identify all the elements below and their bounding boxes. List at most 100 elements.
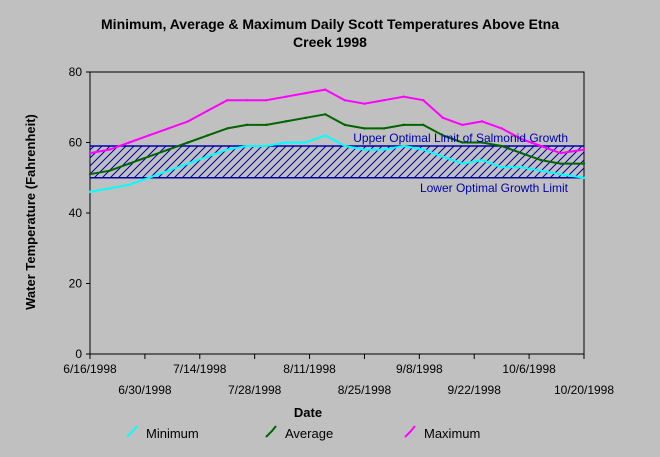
y-tick-label: 20 (69, 277, 83, 291)
data-point-maximum (186, 120, 190, 123)
reference-band (90, 145, 584, 179)
data-point-minimum (559, 173, 562, 176)
data-point-minimum (441, 155, 445, 158)
x-tick-label: 9/22/1998 (448, 383, 502, 397)
data-point-average (206, 134, 209, 137)
data-point-average (108, 169, 111, 172)
data-point-maximum (539, 144, 543, 148)
data-point-average (500, 144, 503, 148)
data-point-average (461, 141, 464, 144)
data-point-minimum (343, 144, 347, 148)
x-tick-label: 10/6/1998 (502, 362, 556, 376)
x-tick-label: 8/25/1998 (338, 383, 392, 397)
x-tick-label: 6/30/1998 (118, 383, 172, 397)
series-maximum (88, 88, 586, 155)
data-point-maximum (559, 151, 562, 155)
data-point-average (539, 158, 543, 162)
data-point-minimum (539, 169, 543, 172)
data-point-maximum (226, 99, 229, 102)
data-point-maximum (402, 95, 405, 98)
data-point-average (147, 155, 151, 158)
legend-swatch-average (265, 425, 277, 438)
data-point-minimum (402, 144, 405, 148)
lower-limit-label: Lower Optimal Growth Limit (420, 181, 569, 195)
data-point-minimum (265, 144, 268, 148)
data-point-maximum (582, 148, 586, 151)
legend-label-minimum: Minimum (146, 426, 199, 441)
data-point-minimum (461, 162, 464, 165)
data-point-average (363, 127, 366, 130)
data-point-minimum (88, 190, 92, 194)
x-tick-label: 9/8/1998 (396, 362, 443, 376)
data-point-average (343, 123, 347, 127)
data-point-minimum (363, 148, 366, 151)
x-tick-label: 7/28/1998 (228, 383, 282, 397)
data-point-maximum (265, 99, 268, 102)
data-point-minimum (284, 141, 288, 144)
y-axis: 0 20 40 60 80 (69, 65, 90, 361)
data-point-average (186, 141, 190, 144)
data-point-maximum (284, 95, 288, 98)
legend-item-maximum: Maximum (404, 425, 480, 441)
optimal-range-hatch (90, 146, 584, 178)
data-point-maximum (304, 91, 307, 95)
data-point-average (167, 148, 170, 151)
data-point-maximum (128, 141, 131, 144)
data-point-average (422, 123, 425, 127)
data-point-minimum (128, 183, 131, 186)
data-point-average (441, 134, 445, 137)
legend-item-average: Average (265, 425, 333, 441)
data-point-average (265, 123, 268, 127)
data-point-average (226, 127, 229, 130)
x-tick-label: 10/20/1998 (554, 383, 614, 397)
series-average (88, 113, 586, 176)
upper-limit-label: Upper Optimal Limit of Salmonid Growth (353, 131, 568, 145)
data-point-average (284, 120, 288, 123)
data-point-minimum (422, 148, 425, 151)
y-tick-label: 80 (69, 65, 83, 79)
data-point-maximum (245, 99, 249, 102)
chart-title-line-1: Minimum, Average & Maximum Daily Scott T… (101, 16, 559, 32)
series-line-maximum (89, 88, 585, 155)
data-point-average (402, 123, 405, 127)
data-point-maximum (88, 151, 92, 155)
data-point-maximum (363, 102, 366, 105)
data-point-maximum (422, 99, 425, 102)
data-point-average (582, 162, 586, 165)
x-axis: 6/16/1998 7/14/1998 8/11/1998 9/8/1998 10/6/… (63, 354, 614, 397)
data-point-average (304, 116, 307, 120)
data-point-maximum (500, 127, 503, 130)
data-point-minimum (147, 176, 151, 179)
series-line-average (89, 113, 584, 176)
data-point-minimum (226, 148, 229, 151)
legend-swatch-minimum (126, 425, 138, 438)
data-point-minimum (304, 141, 307, 144)
legend-label-average: Average (285, 426, 333, 441)
data-point-minimum (186, 162, 190, 165)
data-point-maximum (441, 116, 445, 120)
data-point-minimum (500, 165, 503, 169)
data-point-maximum (108, 148, 111, 151)
y-tick-label: 0 (75, 347, 82, 361)
series-minimum (88, 134, 586, 194)
legend-swatch-maximum (404, 425, 416, 438)
data-point-average (520, 151, 523, 155)
data-point-maximum (382, 99, 386, 102)
x-tick-label: 8/11/1998 (283, 362, 336, 376)
series-layer (88, 88, 586, 194)
y-tick-label: 40 (69, 206, 83, 220)
data-point-minimum (520, 165, 523, 169)
data-point-maximum (461, 123, 464, 127)
data-point-minimum (382, 148, 386, 151)
legend: Minimum Average Maximum (126, 425, 480, 441)
data-point-minimum (245, 144, 249, 148)
chart-title-line-2: Creek 1998 (293, 34, 367, 50)
data-point-average (245, 123, 249, 127)
data-point-minimum (108, 187, 111, 190)
data-point-average (88, 173, 92, 176)
data-point-average (559, 162, 562, 165)
data-point-average (382, 127, 386, 130)
y-axis-label: Water Temperature (Fahrenheit) (23, 114, 38, 310)
x-tick-label: 6/16/1998 (63, 362, 117, 376)
